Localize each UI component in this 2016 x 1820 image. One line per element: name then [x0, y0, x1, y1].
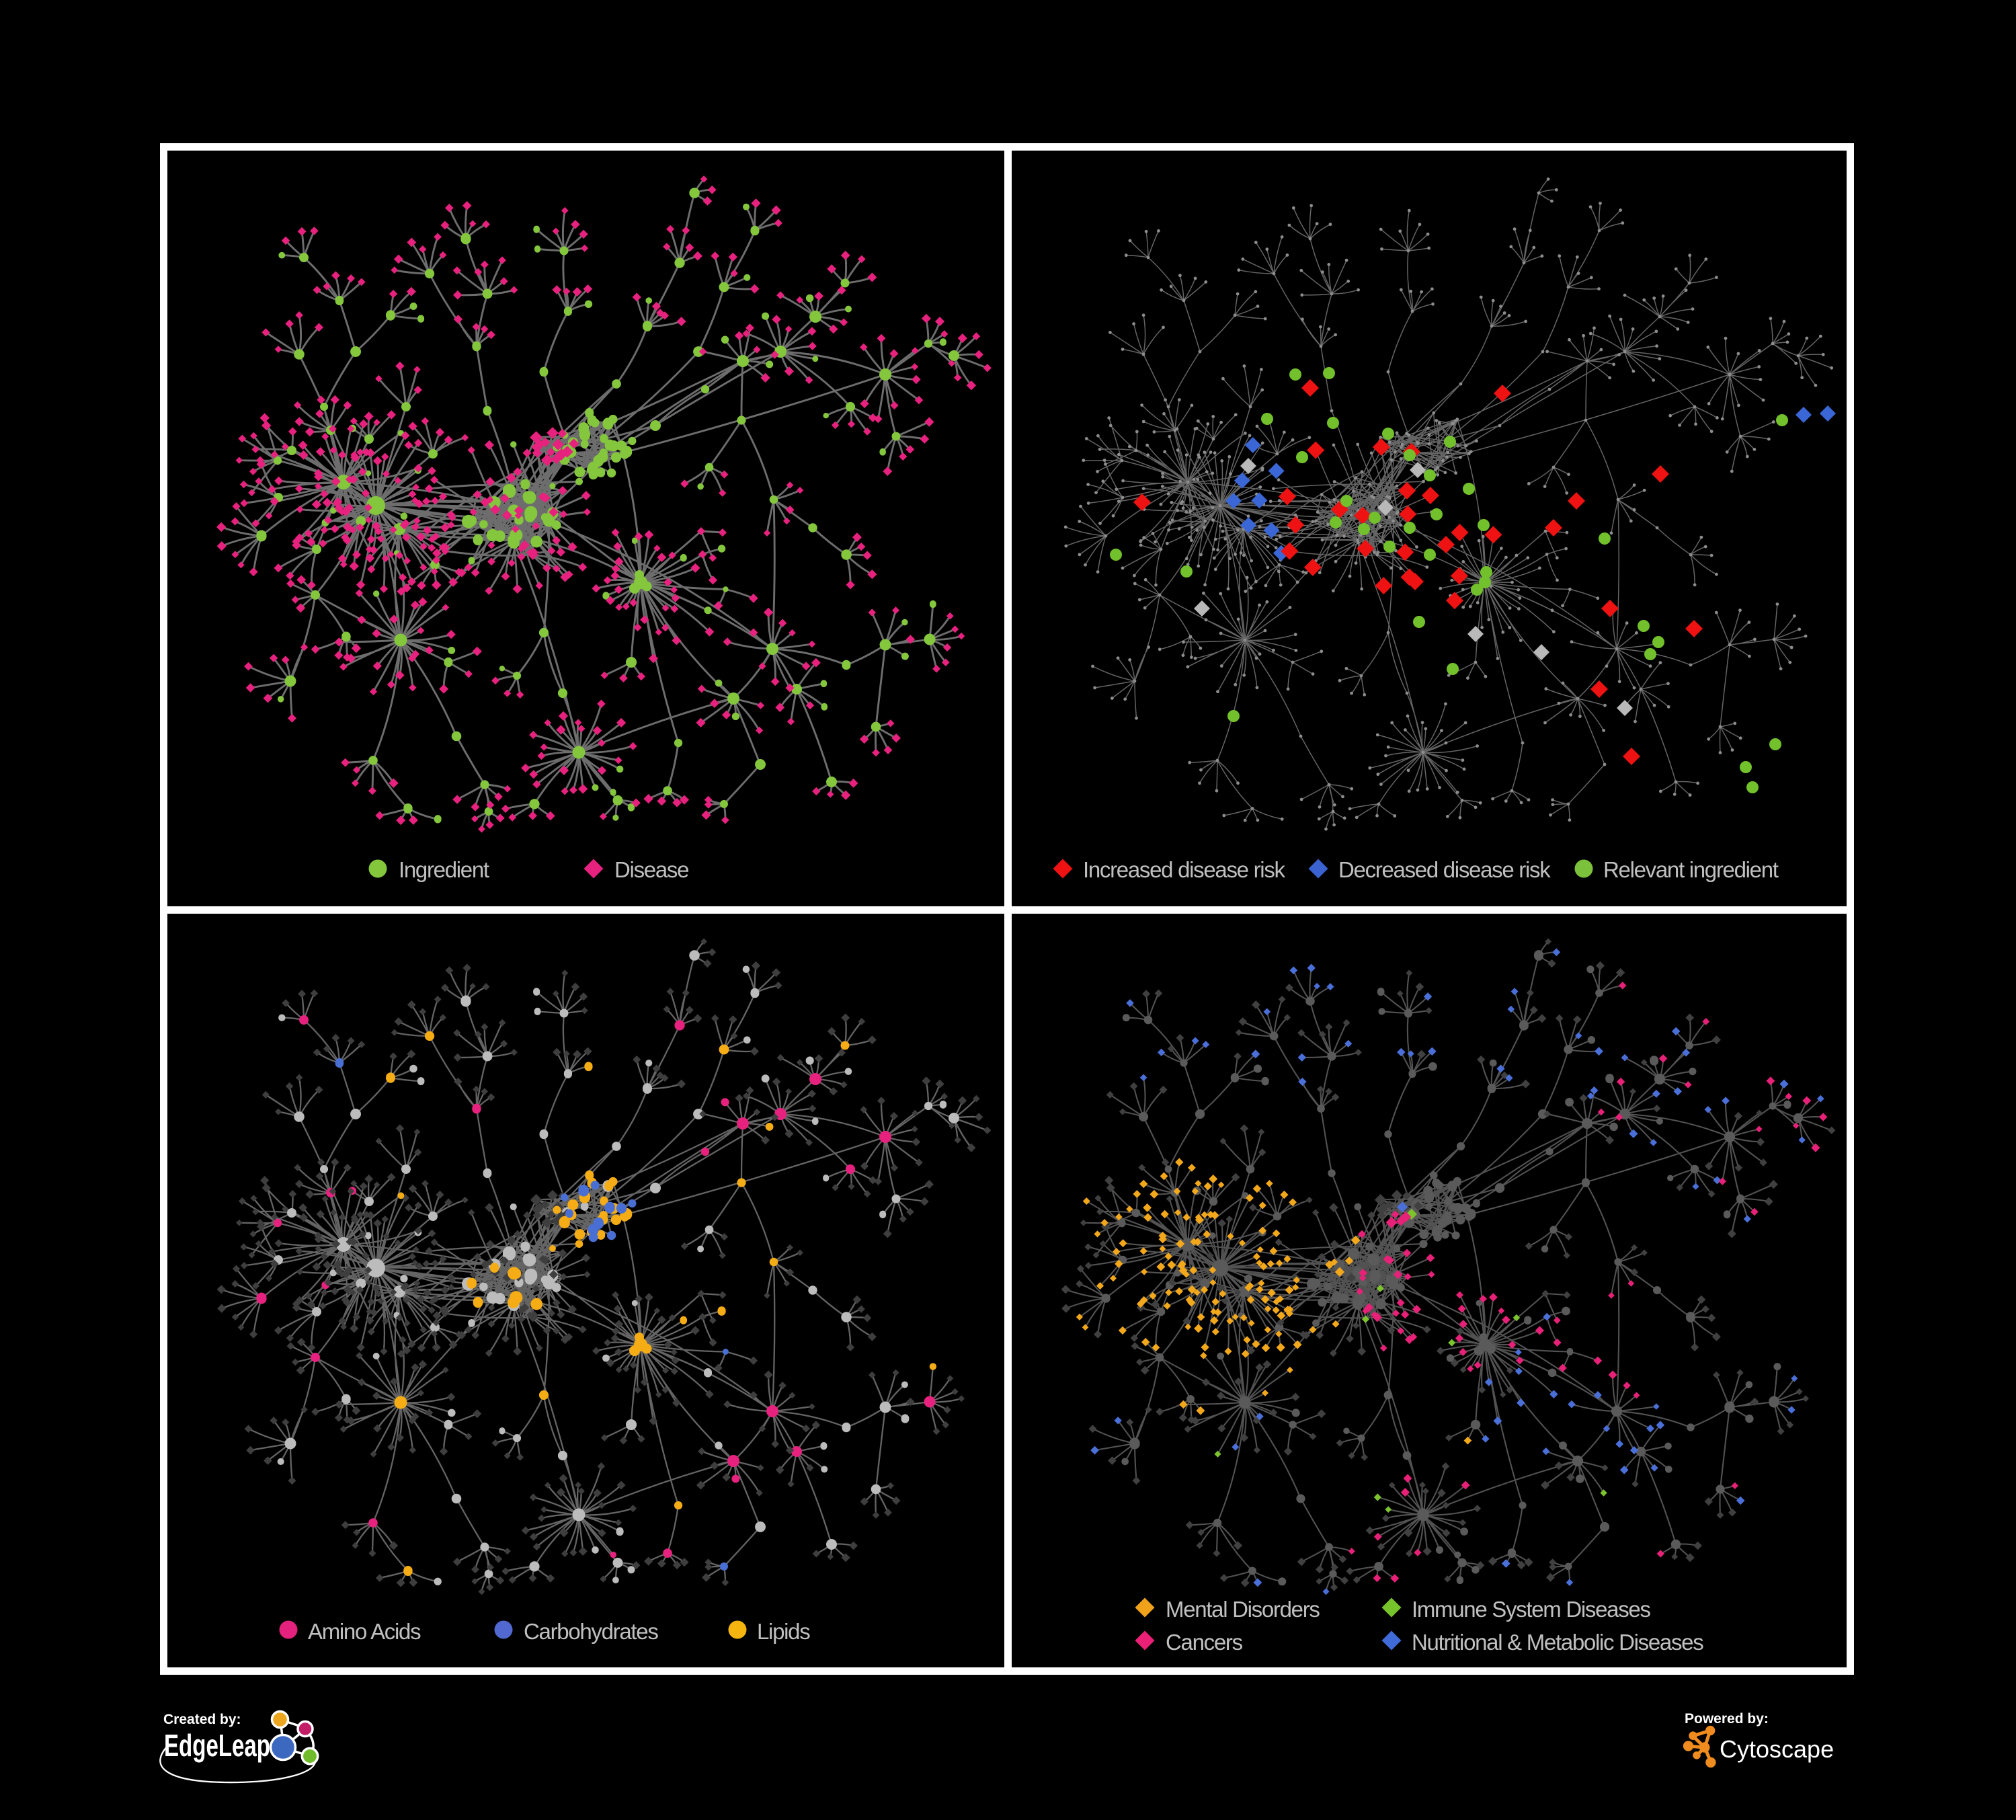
svg-text:Cytoscape: Cytoscape — [1720, 1735, 1834, 1763]
svg-text:Nutritional & Metabolic Diseas: Nutritional & Metabolic Diseases — [1412, 1630, 1703, 1655]
svg-text:Lipids: Lipids — [757, 1619, 810, 1644]
svg-text:Cancers: Cancers — [1166, 1630, 1243, 1655]
svg-text:Amino Acids: Amino Acids — [308, 1619, 421, 1644]
svg-text:Relevant ingredient: Relevant ingredient — [1603, 857, 1779, 882]
svg-text:Powered by:: Powered by: — [1685, 1711, 1769, 1727]
svg-text:EdgeLeap: EdgeLeap — [164, 1728, 270, 1763]
svg-text:Increased disease risk: Increased disease risk — [1083, 857, 1286, 882]
svg-text:Mental Disorders: Mental Disorders — [1166, 1597, 1320, 1622]
svg-text:Immune System Diseases: Immune System Diseases — [1412, 1597, 1650, 1622]
svg-text:Disease: Disease — [614, 857, 688, 882]
svg-text:Decreased disease risk: Decreased disease risk — [1338, 857, 1551, 882]
svg-text:Carbohydrates: Carbohydrates — [524, 1619, 658, 1644]
svg-text:Ingredient: Ingredient — [399, 857, 489, 882]
svg-text:Created by:: Created by: — [163, 1712, 241, 1727]
